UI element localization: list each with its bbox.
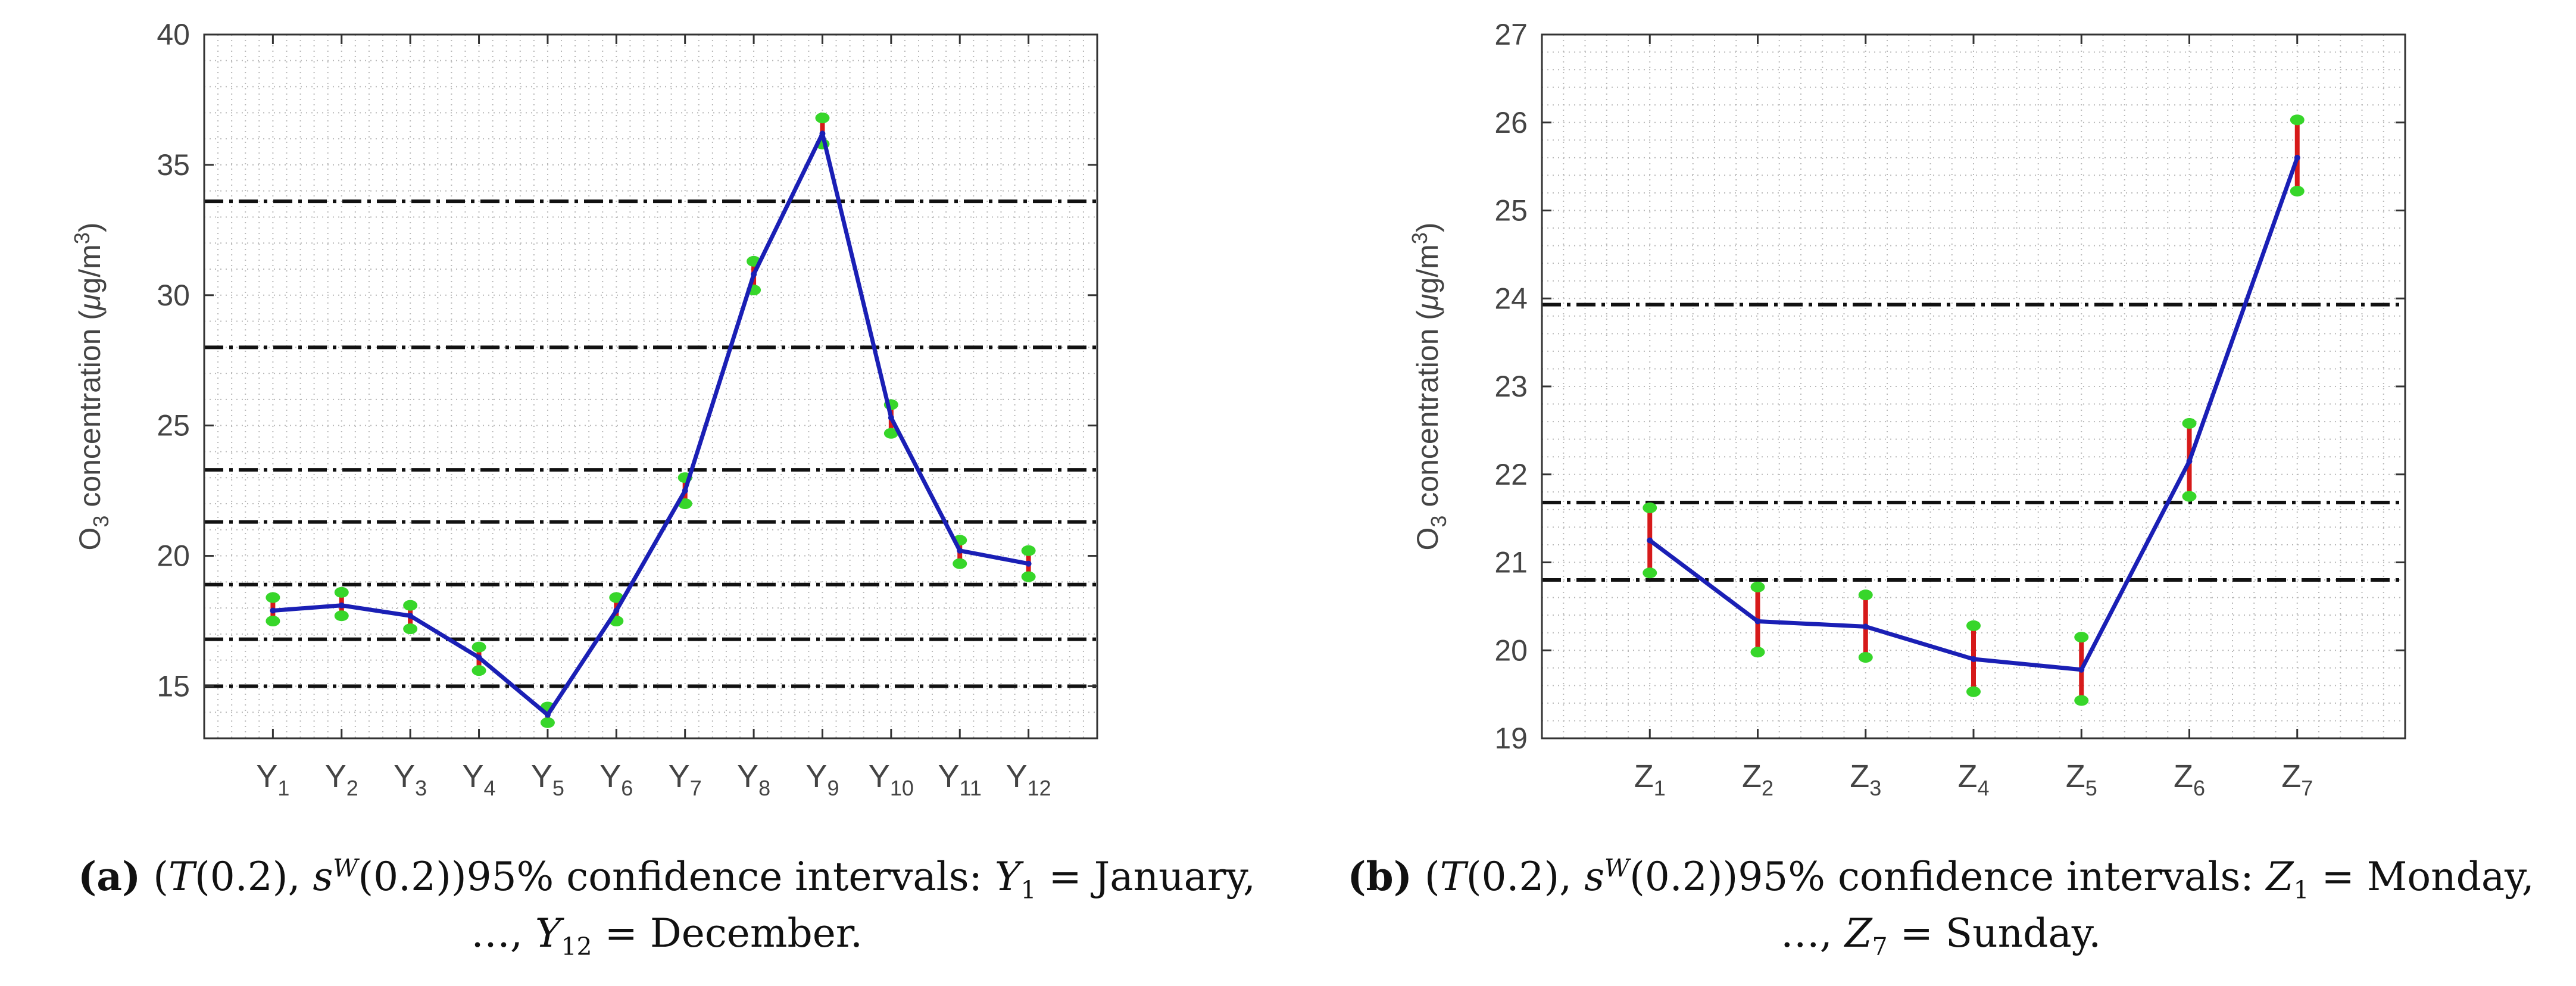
panel-a-y-tick-label: 35 xyxy=(157,148,190,182)
panel-a: 15 20 25 30 35 40 Y1 Y2 Y3 Y4 Y5 Y6 Y7 Y8 Y9 Y10 Y11 Y12 O… xyxy=(70,18,1098,800)
panel-b-x-tick-label: Z6 xyxy=(2174,759,2205,800)
caption-a: (a) (T(0.2), sW(0.2))95% confidence inte… xyxy=(78,853,1256,962)
panel-a-estimate-point xyxy=(682,488,688,494)
panel-b-upper-marker xyxy=(2290,114,2305,126)
panel-a-estimate-point xyxy=(544,712,551,718)
panel-b-estimate-point xyxy=(1754,618,1761,625)
panel-b-lower-marker xyxy=(1966,686,1981,697)
panel-b-lower-marker xyxy=(2074,695,2089,706)
panel-b-upper-marker xyxy=(1750,581,1765,592)
panel-b-lower-marker xyxy=(1643,567,1657,579)
panel-b-x-tick-label: Z4 xyxy=(1957,759,1989,800)
panel-a-x-tick-label: Y1 xyxy=(256,759,289,800)
panel-a-estimate-point xyxy=(957,547,963,554)
panel-b-y-tick-label: 27 xyxy=(1494,18,1528,51)
panel-b-x-tick-label: Z7 xyxy=(2281,759,2313,800)
panel-a-lower-marker xyxy=(1021,571,1036,582)
panel-b-upper-marker xyxy=(2074,632,2089,643)
panel-b-x-tick-label: Z5 xyxy=(2066,759,2097,800)
panel-a-x-tick-label: Y8 xyxy=(737,759,770,800)
panel-b-y-tick-label: 26 xyxy=(1494,106,1528,139)
panel-a-lower-marker xyxy=(403,623,418,635)
panel-b-estimate-point xyxy=(2078,666,2085,673)
panel-a-upper-marker xyxy=(403,600,418,611)
panel-a-axes-frame xyxy=(203,33,1098,740)
panel-b-lower-marker xyxy=(2290,185,2305,196)
panel-a-x-tick-label: Y5 xyxy=(531,759,564,800)
panel-b-x-tick-label: Z2 xyxy=(1742,759,1773,800)
panel-b-lower-marker xyxy=(2182,491,2197,502)
panel-a-x-tick-label: Y6 xyxy=(599,759,633,800)
panel-a-y-tick-label: 30 xyxy=(157,279,190,312)
panel-a-estimate-point xyxy=(270,607,276,614)
panel-a-lower-marker xyxy=(953,558,967,569)
panel-a-estimate-point xyxy=(819,130,826,137)
panel-a-y-tick-label: 25 xyxy=(157,409,190,442)
panel-a-estimate-point xyxy=(751,271,757,277)
panel-b-estimate-point xyxy=(1862,623,1869,630)
panel-b-y-tick-label: 21 xyxy=(1494,546,1528,579)
panel-a-estimate-point xyxy=(407,613,414,619)
panel-a-x-tick-label: Y4 xyxy=(463,759,496,800)
panel-a-lower-marker xyxy=(472,665,486,676)
panel-a-upper-marker xyxy=(266,592,280,603)
panel-b-estimate-point xyxy=(1647,537,1653,544)
panel-b: 19 20 21 22 23 24 25 26 27 Z1 Z2 Z3 Z4 Z5 Z6 Z7 O3 conce… xyxy=(1407,18,2406,800)
panel-a-x-tick-label: Y3 xyxy=(394,759,427,800)
panel-b-y-tick-label: 20 xyxy=(1494,634,1528,667)
panel-a-y-tick-label: 40 xyxy=(157,18,190,51)
panel-a-y-tick-label: 15 xyxy=(157,669,190,703)
panel-a-estimate-point xyxy=(888,414,894,421)
panel-a-estimate-point xyxy=(613,607,620,614)
panel-b-y-tick-label: 24 xyxy=(1494,282,1528,315)
panel-b-y-tick-label: 19 xyxy=(1494,722,1528,755)
panel-a-y-tick-label: 20 xyxy=(157,539,190,573)
caption-a-label: (a) xyxy=(78,853,141,900)
panel-a-x-tick-label: Y11 xyxy=(938,759,982,800)
panel-a-lower-marker xyxy=(266,616,280,626)
panel-a-estimate-point xyxy=(476,654,482,661)
panel-a-x-tick-label: Y10 xyxy=(869,759,914,800)
panel-b-y-tick-label: 25 xyxy=(1494,194,1528,227)
panel-a-lower-marker xyxy=(334,610,349,622)
panel-b-upper-marker xyxy=(1858,589,1873,601)
panel-a-plot-area xyxy=(204,35,1097,738)
panel-a-lower-marker xyxy=(883,428,898,439)
panel-a-x-tick-label: Y12 xyxy=(1006,759,1051,800)
panel-b-estimate-point xyxy=(2186,458,2193,464)
panel-b-upper-marker xyxy=(1643,502,1657,513)
panel-b-upper-marker xyxy=(2182,418,2197,429)
panel-b-estimate-point xyxy=(2294,154,2300,161)
panel-a-x-tick-label: Y9 xyxy=(805,759,839,800)
panel-a-y-axis-label: O3 concentration (μg/m3) xyxy=(70,222,113,550)
panel-a-estimate-point xyxy=(1025,560,1032,567)
caption-b: (b) (T(0.2), sW(0.2))95% confidence inte… xyxy=(1347,853,2534,962)
panel-b-estimate-point xyxy=(1971,656,1977,663)
panel-a-x-tick-label: Y2 xyxy=(325,759,358,800)
panel-b-y-tick-label: 23 xyxy=(1494,370,1528,403)
panel-b-x-tick-label: Z1 xyxy=(1634,759,1666,800)
panel-b-x-tick-label: Z3 xyxy=(1850,759,1881,800)
panel-a-lower-marker xyxy=(540,717,555,728)
panel-a-x-tick-label: Y7 xyxy=(669,759,702,800)
panel-a-upper-marker xyxy=(815,113,830,124)
panel-b-upper-marker xyxy=(1966,620,1981,631)
panel-b-y-axis-label: O3 concentration (μg/m3) xyxy=(1407,222,1451,550)
panel-a-estimate-point xyxy=(338,602,345,609)
panel-a-upper-marker xyxy=(1021,545,1036,556)
panel-b-lower-marker xyxy=(1750,647,1765,658)
panel-a-upper-marker xyxy=(472,641,486,653)
caption-b-label: (b) xyxy=(1347,853,1412,900)
panel-b-y-tick-label: 22 xyxy=(1494,458,1528,491)
panel-b-lower-marker xyxy=(1858,652,1873,663)
panel-a-upper-marker xyxy=(334,586,349,598)
panel-a-estimate-line xyxy=(273,131,1029,717)
